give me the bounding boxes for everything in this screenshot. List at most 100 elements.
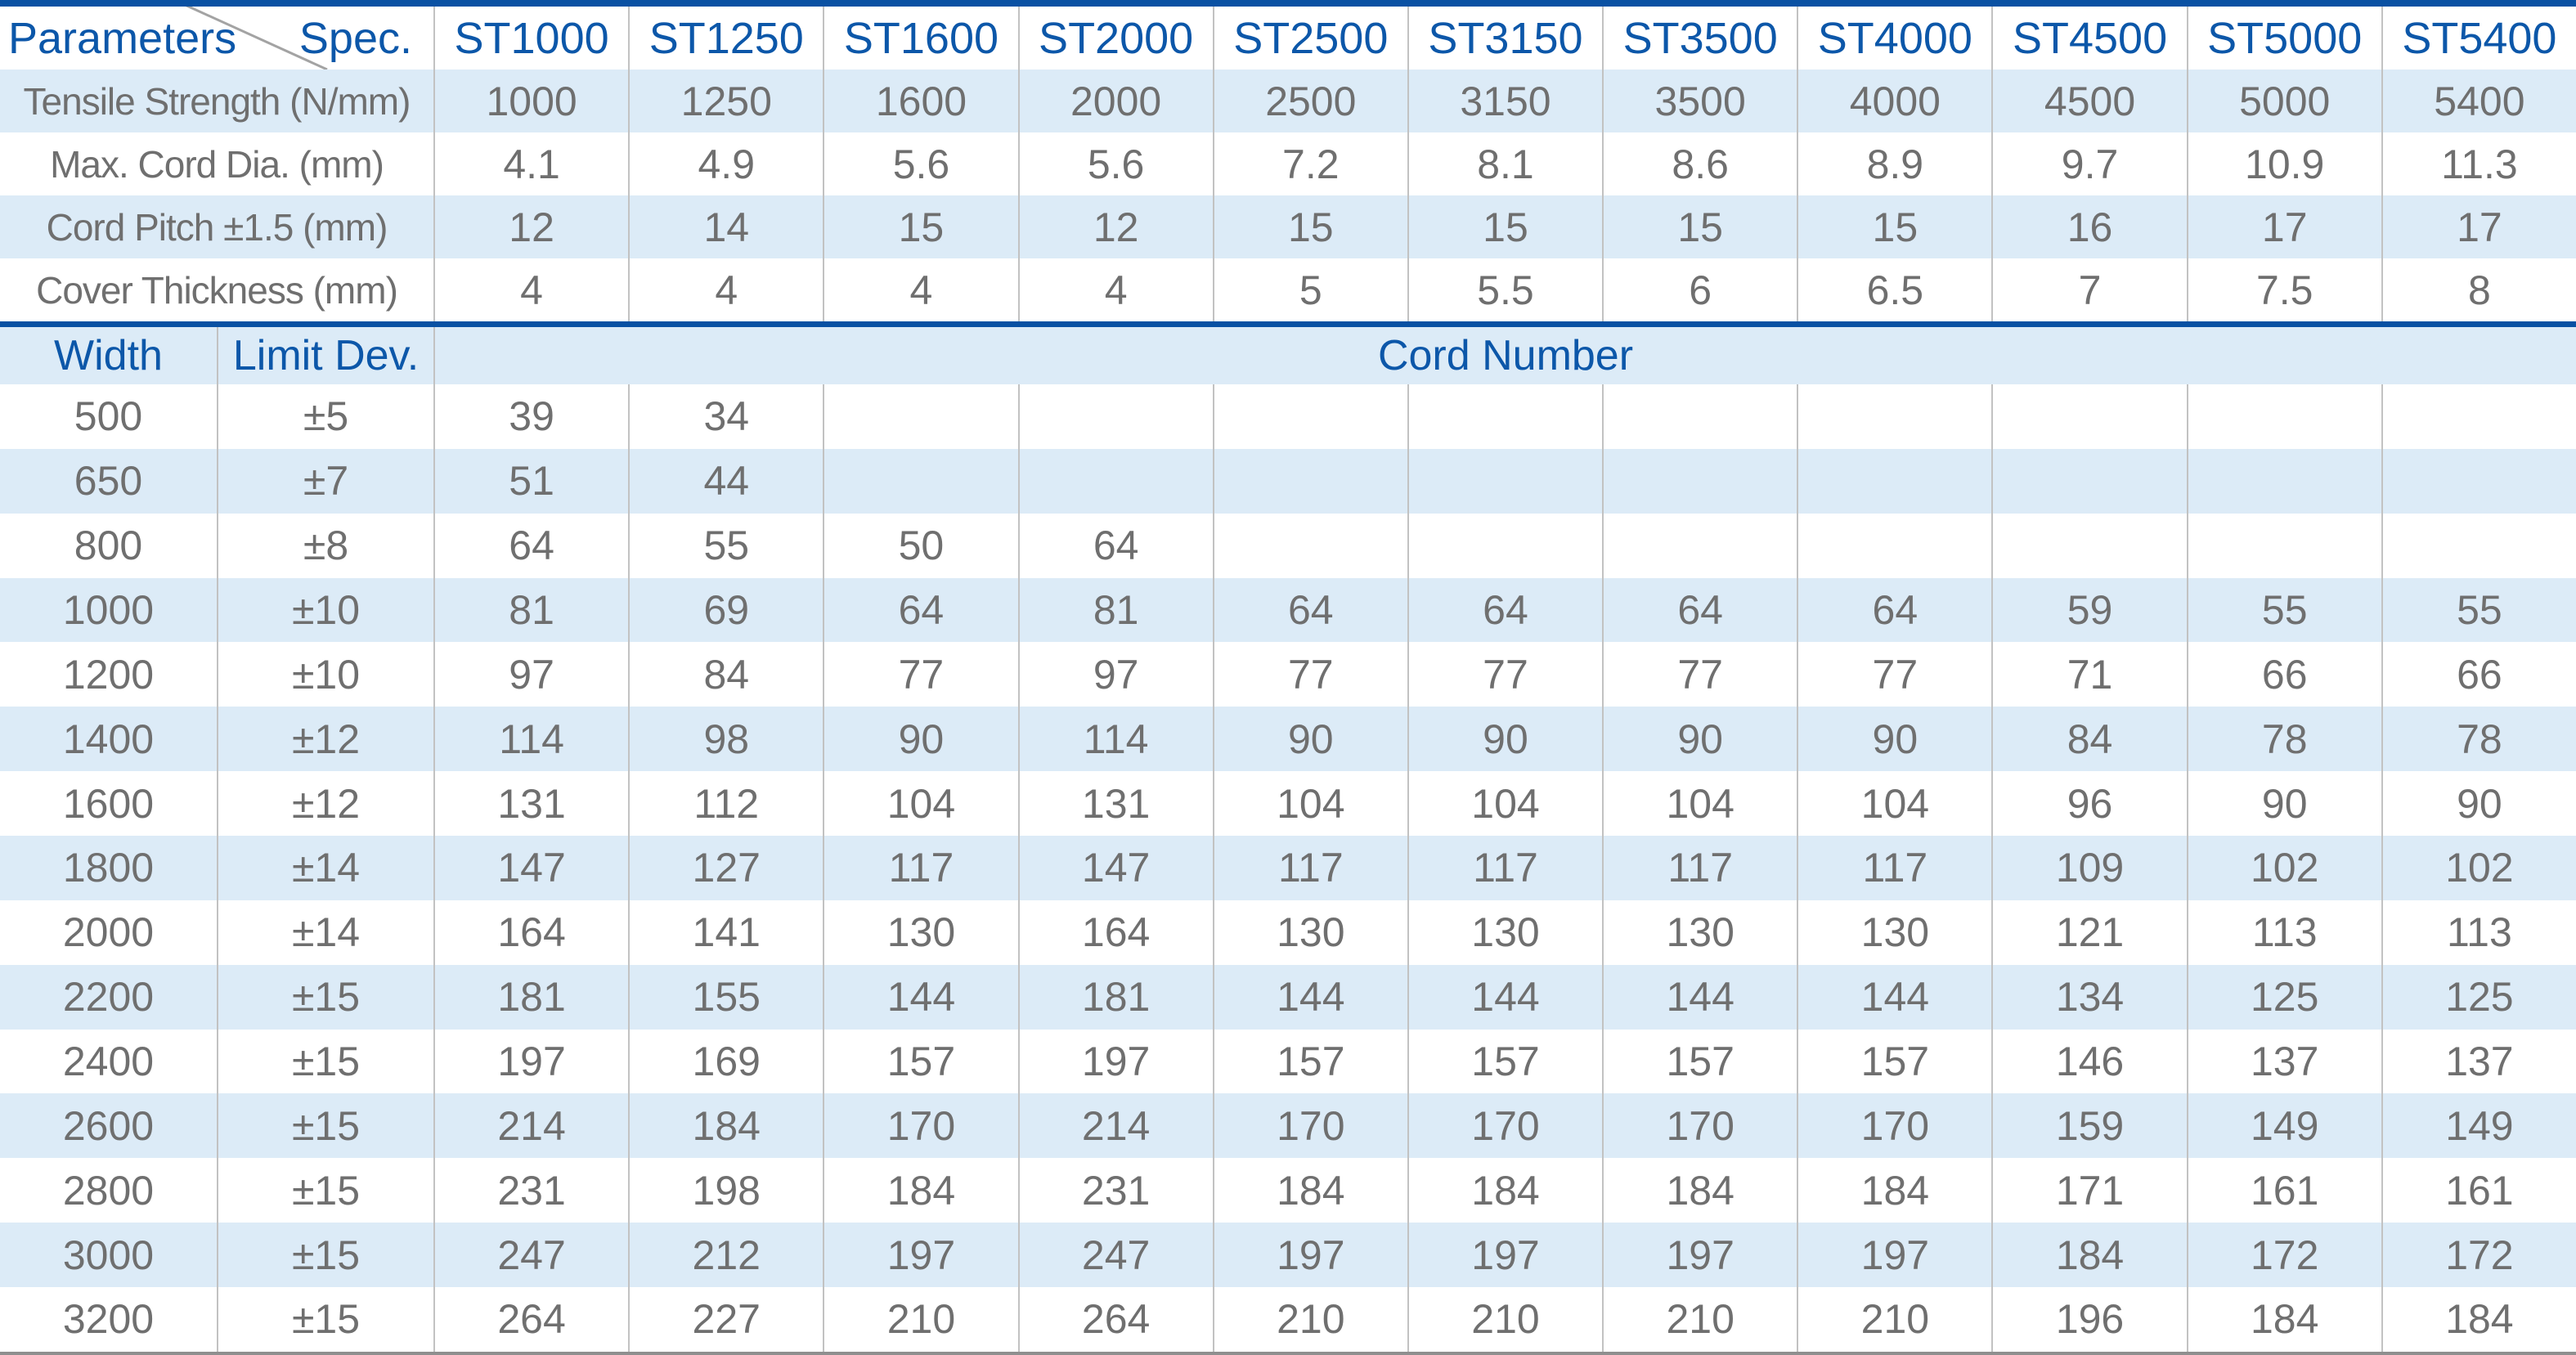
cord-number-cell: 121	[1991, 900, 2186, 965]
param-value-cell: 17	[2186, 195, 2381, 258]
cord-number-cell: 227	[628, 1287, 823, 1352]
cord-number-cell: 64	[1797, 577, 1991, 643]
cord-number-cell: 127	[628, 836, 823, 900]
cord-number-cell: 77	[823, 642, 1017, 707]
cord-number-cell	[1602, 384, 1797, 449]
cord-number-cell: 104	[1212, 771, 1407, 837]
cord-number-cell: 113	[2186, 900, 2381, 965]
cord-number-cell: 90	[2381, 771, 2576, 837]
cord-number-cell	[2381, 448, 2576, 514]
cord-number-cell: 77	[1407, 642, 1602, 707]
cord-number-cell: 144	[1407, 964, 1602, 1030]
spec-column-header: ST2500	[1212, 7, 1407, 70]
param-value-cell: 4.1	[433, 132, 628, 195]
param-value-cell: 8	[2381, 258, 2576, 321]
cord-number-cell: 117	[1797, 836, 1991, 900]
cord-number-cell: 90	[1407, 707, 1602, 772]
param-value-cell: 6	[1602, 258, 1797, 321]
param-row-label: Cover Thickness (mm)	[36, 268, 398, 312]
width-cell: 2000	[62, 909, 155, 956]
cord-number-cell: 81	[1017, 577, 1213, 643]
cord-number-cell: 157	[823, 1029, 1017, 1094]
cord-number-cell: 90	[1797, 707, 1991, 772]
param-value-cell: 15	[1407, 195, 1602, 258]
cord-number-cell: 84	[628, 642, 823, 707]
limit-dev-cell: ±8	[217, 513, 433, 578]
cord-number-cell: 159	[1991, 1093, 2186, 1159]
param-value-cell: 6.5	[1797, 258, 1991, 321]
param-value-cell: 5.6	[823, 132, 1017, 195]
cord-number-cell: 247	[433, 1223, 628, 1288]
parameters-table: Parameters Spec. ST1000 ST1250 ST1600 ST200…	[0, 7, 2576, 321]
cord-number-cell: 170	[1212, 1093, 1407, 1159]
cord-number-cell: 231	[433, 1158, 628, 1223]
cord-number-cell: 181	[433, 964, 628, 1030]
spec-column-header: ST1000	[433, 7, 628, 70]
cord-number-cell: 157	[1602, 1029, 1797, 1094]
cord-number-cell: 184	[1407, 1158, 1602, 1223]
cord-number-cell: 34	[628, 384, 823, 449]
cord-number-cell: 102	[2381, 836, 2576, 900]
width-column-header: Width	[54, 332, 163, 379]
cord-number-cell	[1212, 384, 1407, 449]
cord-number-cell: 64	[433, 513, 628, 578]
cord-number-cell: 170	[1407, 1093, 1602, 1159]
param-value-cell: 1000	[433, 70, 628, 132]
cord-number-cell: 264	[433, 1287, 628, 1352]
cord-number-cell: 78	[2381, 707, 2576, 772]
cord-number-cell: 64	[823, 577, 1017, 643]
cord-number-cell: 170	[823, 1093, 1017, 1159]
limit-dev-cell: ±15	[217, 964, 433, 1030]
param-value-cell: 8.6	[1602, 132, 1797, 195]
param-value-cell: 8.9	[1797, 132, 1991, 195]
cord-number-cell: 210	[823, 1287, 1017, 1352]
limit-dev-cell: ±12	[217, 707, 433, 772]
cord-number-cell: 117	[1212, 836, 1407, 900]
cord-number-cell: 104	[1602, 771, 1797, 837]
width-row: 1800 ±14 147 127 117 147 117 117 117 117 109 102 102	[0, 836, 2576, 900]
width-row: 650 ±7 51 44	[0, 448, 2576, 514]
limit-dev-cell: ±15	[217, 1158, 433, 1223]
cord-number-cell: 64	[1407, 577, 1602, 643]
cord-number-cell: 131	[433, 771, 628, 837]
corner-label-spec: Spec.	[298, 13, 412, 63]
cord-number-cell	[2381, 384, 2576, 449]
cord-number-cell: 264	[1017, 1287, 1213, 1352]
spec-column-header: ST4500	[1991, 7, 2186, 70]
cord-number-cell: 130	[1407, 900, 1602, 965]
width-cell: 3000	[62, 1232, 155, 1278]
param-value-cell: 4	[1017, 258, 1213, 321]
cord-number-cell: 157	[1797, 1029, 1991, 1094]
cord-number-cell: 210	[1407, 1287, 1602, 1352]
param-value-cell: 5000	[2186, 70, 2381, 132]
width-cell: 2400	[62, 1039, 155, 1085]
spec-column-header: ST4000	[1797, 7, 1991, 70]
spec-column-header: ST2000	[1017, 7, 1213, 70]
cord-number-cell: 90	[1602, 707, 1797, 772]
limit-dev-cell: ±15	[217, 1223, 433, 1288]
width-row: 500 ±5 39 34	[0, 384, 2576, 449]
param-value-cell: 17	[2381, 195, 2576, 258]
width-row: 2000 ±14 164 141 130 164 130 130 130 130 121 113 113	[0, 900, 2576, 965]
param-value-cell: 16	[1991, 195, 2186, 258]
cord-number-cell: 144	[1797, 964, 1991, 1030]
cord-number-cell	[1407, 448, 1602, 514]
width-row: 3000 ±15 247 212 197 247 197 197 197 197 184 172 172	[0, 1223, 2576, 1288]
width-cell: 500	[74, 393, 143, 440]
limit-dev-cell: ±10	[217, 577, 433, 643]
width-row: 2600 ±15 214 184 170 214 170 170 170 170 159 149 149	[0, 1093, 2576, 1159]
cord-number-cell: 66	[2381, 642, 2576, 707]
cord-number-cell: 147	[1017, 836, 1213, 900]
section-divider	[0, 321, 2576, 327]
cord-number-cell: 172	[2381, 1223, 2576, 1288]
limit-dev-cell: ±15	[217, 1029, 433, 1094]
cord-number-cell: 104	[1407, 771, 1602, 837]
param-row: Cover Thickness (mm) 4 4 4 4 5 5.5 6 6.5 7 7.5 8	[0, 258, 2576, 321]
cord-number-cell: 96	[1991, 771, 2186, 837]
corner-label-parameters: Parameters	[8, 13, 237, 63]
cord-number-cell	[1212, 513, 1407, 578]
cord-number-cell	[1017, 384, 1213, 449]
cord-number-cell: 147	[433, 836, 628, 900]
width-cell: 2200	[62, 974, 155, 1021]
width-cell: 1600	[62, 780, 155, 827]
